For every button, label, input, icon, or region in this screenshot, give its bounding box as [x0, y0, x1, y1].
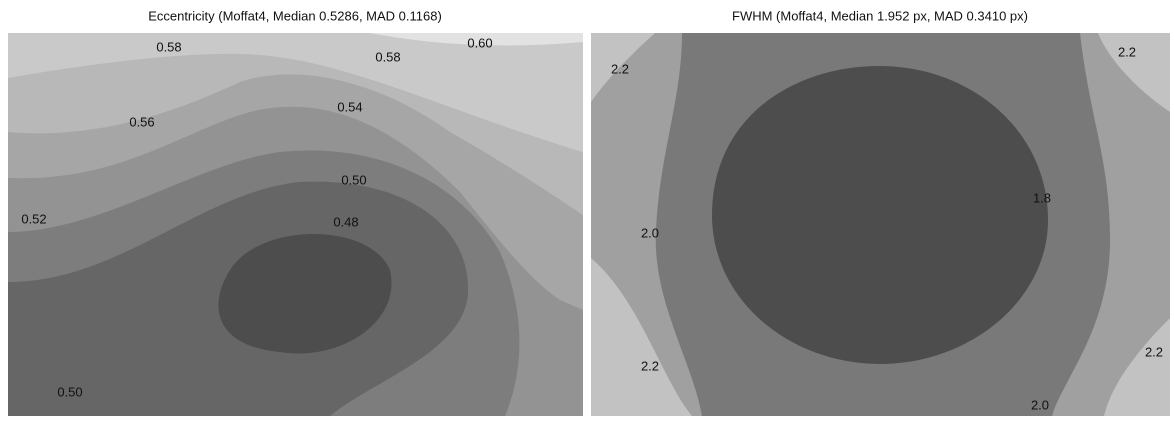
contour-label: 0.48: [333, 214, 358, 229]
contour-region: [218, 234, 392, 354]
contour-label: 0.54: [337, 99, 362, 114]
contour-label: 0.50: [57, 384, 82, 399]
contour-label: 0.58: [156, 39, 181, 54]
contour-region: [591, 33, 655, 102]
contour-label: 0.52: [21, 211, 46, 226]
contour-label: 2.2: [1145, 344, 1163, 359]
contour-label: 2.2: [641, 358, 659, 373]
contour-label: 2.2: [611, 61, 629, 76]
contour-region: [1098, 33, 1170, 112]
chart-title: FWHM (Moffat4, Median 1.952 px, MAD 0.34…: [732, 8, 1028, 23]
contour-label: 1.8: [1033, 190, 1051, 205]
contour-region: [370, 33, 583, 46]
contour-label: 0.56: [129, 114, 154, 129]
contour-label: 0.50: [341, 172, 366, 187]
contour-label: 2.0: [1031, 397, 1049, 412]
contour-label: 0.60: [467, 35, 492, 50]
contour-label: 0.58: [375, 49, 400, 64]
contour-label: 2.2: [1118, 44, 1136, 59]
contour-region: [591, 258, 692, 416]
contour-region: [1104, 318, 1170, 416]
contour-region: [712, 66, 1048, 364]
chart-title: Eccentricity (Moffat4, Median 0.5286, MA…: [148, 8, 442, 23]
contour-label: 2.0: [641, 225, 659, 240]
